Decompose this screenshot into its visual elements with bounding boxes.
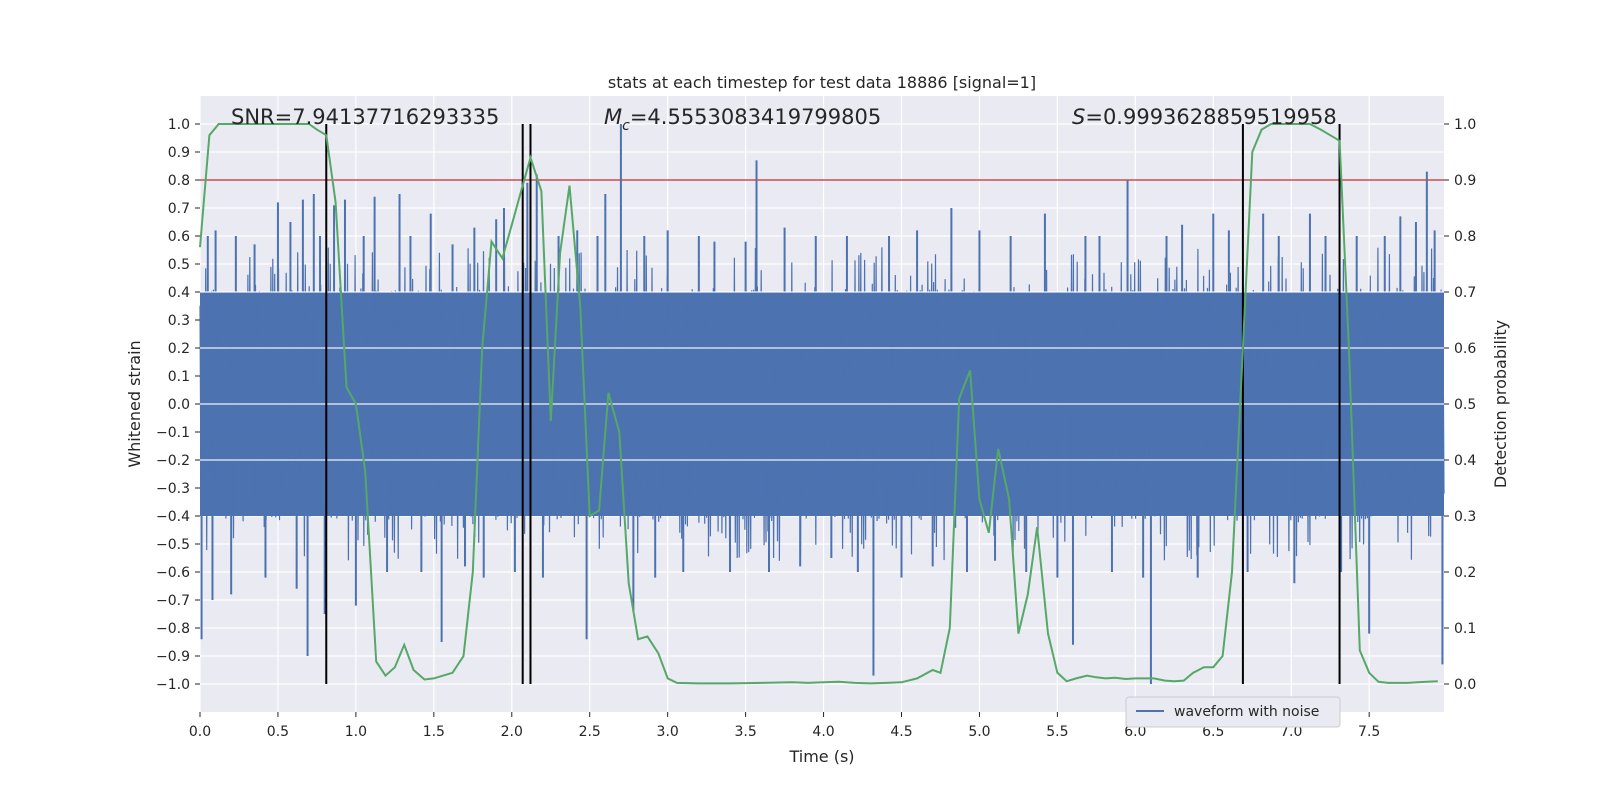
legend-box [1125,696,1341,728]
x-tick-label: 3.0 [657,724,679,740]
y-tick-label: −0.7 [156,593,190,609]
y-tick-label: −0.1 [156,425,190,441]
y-tick-label: 0.4 [168,285,190,301]
x-axis-label: Time (s) [788,747,854,766]
y-right-tick-label: 0.9 [1454,173,1476,189]
y-right-tick-label: 0.3 [1454,509,1476,525]
chirp-mass-value: =4.5553083419799805 [630,105,881,129]
x-axis-ticks: 0.0 0.5 1.0 1.5 2.0 2.5 3.0 3.5 4.0 4.5 5.0 5.5 6.0 6… [189,712,1380,740]
chirp-mass-symbol: M [604,105,622,129]
x-tick-label: 5.0 [968,724,990,740]
y-right-tick-label: 0.2 [1454,565,1476,581]
y-right-tick-label: 0.1 [1454,621,1476,637]
y-tick-label: 1.0 [168,117,190,133]
x-tick-label: 4.5 [890,724,912,740]
x-tick-label: 1.0 [345,724,367,740]
y-axis-label: Whitened strain [125,340,144,467]
y-tick-label: 0.6 [168,229,190,245]
legend: waveform with noise [1125,696,1341,728]
probability-series [199,123,1438,685]
y-tick-label: 0.0 [168,397,190,413]
y-tick-label: −0.3 [156,481,190,497]
x-tick-label: 3.5 [734,724,756,740]
y-right-axis-label: Detection probability [1491,320,1510,488]
x-tick-label: 6.5 [1202,724,1224,740]
x-tick-label: 2.0 [501,724,523,740]
y-tick-label: −0.9 [156,649,190,665]
x-tick-label: 2.5 [579,724,601,740]
x-tick-label: 4.0 [812,724,834,740]
y-tick-label: 0.9 [168,145,190,161]
x-tick-label: 7.0 [1280,724,1302,740]
vertical-lines [325,124,1341,684]
y-tick-label: 0.3 [168,313,190,329]
x-tick-label: 5.5 [1046,724,1068,740]
x-tick-label: 0.0 [189,724,211,740]
y-right-tick-label: 0.4 [1454,453,1476,469]
statistic-value: =0.9993628859519958 [1085,105,1336,129]
y-right-tick-label: 0.8 [1454,229,1476,245]
chirp-mass-subscript: c [622,118,630,134]
probability-line [199,123,1438,685]
y-tick-label: −0.4 [156,509,190,525]
y-right-tick-label: 0.7 [1454,285,1476,301]
y-right-axis-ticks: 0.0 0.1 0.2 0.3 0.4 0.5 0.6 0.7 0.8 0.9 1.0 [1444,117,1476,693]
y-tick-label: 0.8 [168,173,190,189]
y-tick-label: 0.1 [168,369,190,385]
x-tick-label: 6.0 [1124,724,1146,740]
y-tick-label: −0.8 [156,621,190,637]
x-tick-label: 7.5 [1358,724,1380,740]
legend-entry-waveform: waveform with noise [1174,704,1319,720]
chart-title: stats at each timestep for test data 188… [608,73,1036,92]
y-right-tick-label: 0.5 [1454,397,1476,413]
chirp-mass-annotation: Mc=4.5553083419799805 [604,105,881,134]
statistic-symbol: S [1072,105,1085,129]
x-tick-label: 0.5 [267,724,289,740]
y-right-tick-label: 0.0 [1454,677,1476,693]
x-tick-label: 1.5 [423,724,445,740]
y-tick-label: −0.5 [156,537,190,553]
y-axis-ticks: −1.0 −0.9 −0.8 −0.7 −0.6 −0.5 −0.4 −0.3 −0.2 −0.1… [156,117,200,693]
statistic-annotation: S=0.9993628859519958 [1072,105,1337,129]
y-tick-label: −0.6 [156,565,190,581]
y-right-tick-label: 1.0 [1454,117,1476,133]
y-tick-label: 0.7 [168,201,190,217]
y-right-tick-label: 0.6 [1454,341,1476,357]
y-tick-label: 0.2 [168,341,190,357]
y-tick-label: 0.5 [168,257,190,273]
y-tick-label: −0.2 [156,453,190,469]
snr-annotation: SNR=7.94137716293335 [231,105,499,129]
y-tick-label: −1.0 [156,677,190,693]
